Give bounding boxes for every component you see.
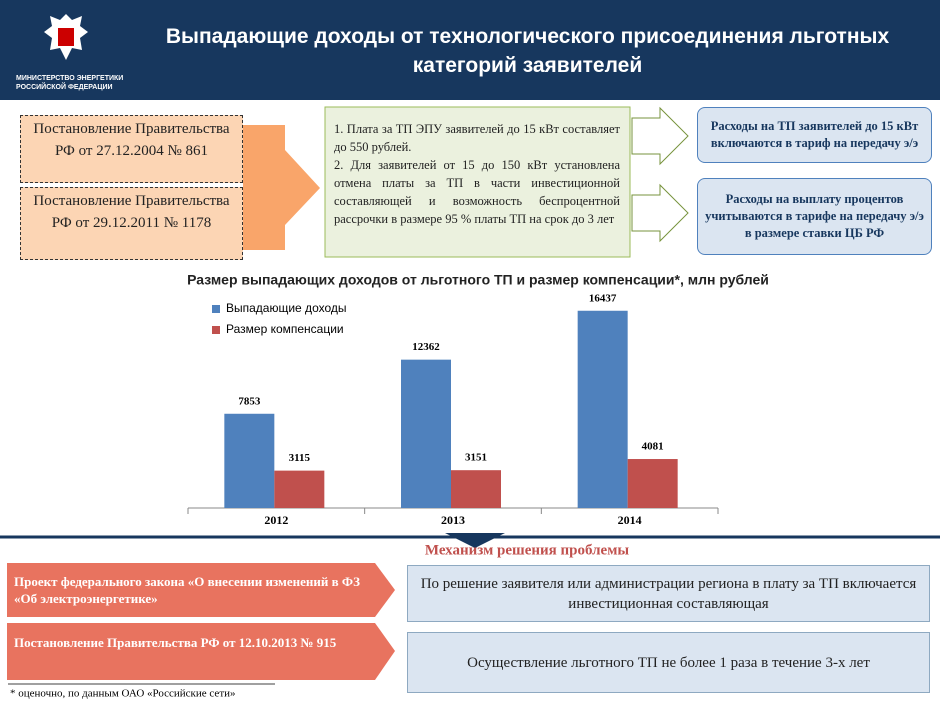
rules: 1. Плата за ТП ЭПУ заявителей до 15 кВт … xyxy=(334,120,620,228)
value-label: 3115 xyxy=(289,452,311,464)
chevron xyxy=(445,533,505,548)
slide-title: Выпадающие доходы от технологического пр… xyxy=(165,25,890,77)
decree: Постановление Правительства РФ от 27.12.… xyxy=(20,115,243,183)
value-label: 16437 xyxy=(589,292,617,304)
emblem xyxy=(44,14,88,60)
value-label: 4081 xyxy=(642,441,664,453)
bar xyxy=(577,310,628,508)
x-tick-label: 2012 xyxy=(264,513,288,527)
arrow xyxy=(7,563,395,617)
legend-label: Размер компенсации xyxy=(226,322,344,336)
mechanism-measure: Осуществление льготного ТП не более 1 ра… xyxy=(407,632,930,693)
arrow xyxy=(243,125,320,250)
outcome: Расходы на выплату процентов учитываются… xyxy=(697,178,932,255)
ministry: МИНИСТЕРСТВО ЭНЕРГЕТИКИ РОССИЙСКОЙ ФЕДЕР… xyxy=(16,75,124,91)
mechanism-source: Проект федерального закона «О внесении и… xyxy=(14,574,360,606)
rule: 2. Для заявителей от 15 до 150 кВт устан… xyxy=(334,158,620,226)
mechanism-title: Механизм решения проблемы xyxy=(425,542,630,558)
x-tick-label: 2014 xyxy=(618,513,642,527)
rules-box xyxy=(324,106,631,258)
mechanism-source: Постановление Правительства РФ от 12.10.… xyxy=(14,635,337,650)
footnote: * оценочно, по данным ОАО «Российские се… xyxy=(10,688,236,700)
arrow xyxy=(631,106,689,166)
outcome: Расходы на ТП заявителей до 15 кВт включ… xyxy=(697,107,932,163)
legend-swatch xyxy=(212,326,220,334)
bar xyxy=(274,470,325,508)
bar xyxy=(627,459,678,508)
mechanism-measure: По решение заявителя или администрации р… xyxy=(407,565,930,622)
chart-title: Размер выпадающих доходов от льготного Т… xyxy=(187,272,769,288)
decree: Постановление Правительства РФ от 29.12.… xyxy=(20,187,243,260)
bar xyxy=(224,413,275,508)
value-label: 12362 xyxy=(412,341,440,353)
arrow xyxy=(631,183,689,243)
arrow xyxy=(7,623,395,680)
value-label: 3151 xyxy=(465,452,487,464)
legend-swatch xyxy=(212,305,220,313)
header-band xyxy=(0,0,940,100)
bar xyxy=(451,470,501,508)
rule: 1. Плата за ТП ЭПУ заявителей до 15 кВт … xyxy=(334,122,620,154)
bar xyxy=(401,359,451,508)
value-label: 7853 xyxy=(238,395,261,407)
x-tick-label: 2013 xyxy=(441,513,465,527)
legend-label: Выпадающие доходы xyxy=(226,301,347,315)
